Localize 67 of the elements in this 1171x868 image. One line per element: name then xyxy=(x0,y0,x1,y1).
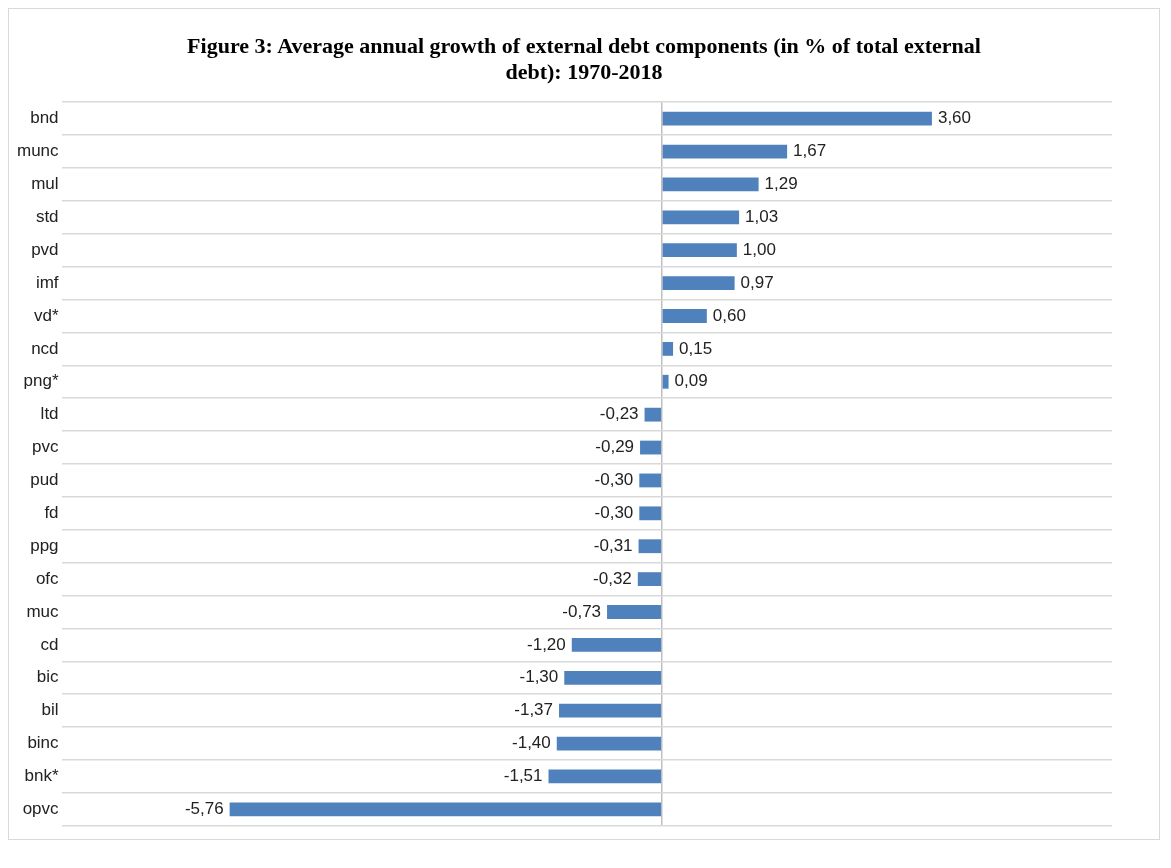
data-label: -1,51 xyxy=(503,766,543,786)
y-tick-label: mul xyxy=(31,174,59,194)
bar xyxy=(564,670,662,685)
y-tick-label: std xyxy=(35,207,59,227)
bar xyxy=(548,769,662,784)
data-label: -0,23 xyxy=(599,404,639,424)
y-tick-label: bnd xyxy=(30,108,59,128)
data-label: 1,29 xyxy=(764,174,798,194)
y-tick-label: cd xyxy=(40,634,59,654)
y-tick-label: pud xyxy=(30,470,59,490)
y-tick-label: opvc xyxy=(22,799,60,819)
bar xyxy=(556,736,662,751)
bar xyxy=(662,276,735,291)
bar xyxy=(229,802,662,817)
chart-title: Figure 3: Average annual growth of external debt components (in % of total external debt): 1970-2018 xyxy=(186,32,982,86)
y-tick-label: pvc xyxy=(32,437,60,457)
data-label: -1,20 xyxy=(527,634,566,654)
bar xyxy=(662,177,759,192)
data-label: -0,30 xyxy=(594,503,634,523)
data-label: 0,60 xyxy=(712,305,746,325)
bar xyxy=(662,144,788,159)
bar xyxy=(662,210,740,225)
y-tick-label: bnk* xyxy=(24,766,59,786)
bar xyxy=(662,341,674,356)
bar xyxy=(644,407,662,422)
bar xyxy=(640,440,662,455)
y-tick-label: ltd xyxy=(40,404,59,424)
data-label: -5,76 xyxy=(184,799,224,819)
data-label: -1,30 xyxy=(519,667,559,687)
bar xyxy=(639,506,662,521)
bar xyxy=(571,637,662,652)
y-tick-label: pvd xyxy=(31,239,59,259)
y-tick-label: ppg xyxy=(30,535,59,555)
data-label: -0,30 xyxy=(594,470,634,490)
bar xyxy=(638,539,662,554)
bar xyxy=(662,374,669,389)
data-label: 0,09 xyxy=(674,371,708,391)
data-label: 1,67 xyxy=(793,141,827,161)
bar xyxy=(662,309,707,323)
data-label: 0,15 xyxy=(679,338,713,358)
data-label: 1,00 xyxy=(742,239,776,259)
y-tick-label: png* xyxy=(23,371,59,391)
data-label: -0,73 xyxy=(562,601,602,621)
y-tick-label: muc xyxy=(26,601,60,621)
data-label: 1,03 xyxy=(745,207,779,227)
data-label: 0,97 xyxy=(740,272,774,292)
y-tick-label: vd* xyxy=(33,305,59,325)
y-tick-label: ofc xyxy=(35,568,60,588)
data-label: 3,60 xyxy=(937,108,972,128)
bar xyxy=(662,243,737,258)
y-tick-label: ncd xyxy=(31,338,59,358)
bar xyxy=(662,111,932,126)
y-tick-label: binc xyxy=(27,733,60,753)
data-label: -0,29 xyxy=(595,437,635,457)
data-label: -0,32 xyxy=(593,568,632,588)
bar xyxy=(559,703,662,718)
y-tick-label: bic xyxy=(36,667,60,687)
data-label: -1,40 xyxy=(512,733,551,753)
data-label: -0,31 xyxy=(593,535,633,555)
bar xyxy=(607,605,662,619)
bar xyxy=(639,473,662,488)
bar xyxy=(637,572,662,587)
y-tick-label: bil xyxy=(41,700,59,720)
data-label: -1,37 xyxy=(514,700,554,720)
y-tick-label: munc xyxy=(16,141,60,161)
y-tick-label: fd xyxy=(44,503,59,523)
y-tick-label: imf xyxy=(35,272,59,292)
